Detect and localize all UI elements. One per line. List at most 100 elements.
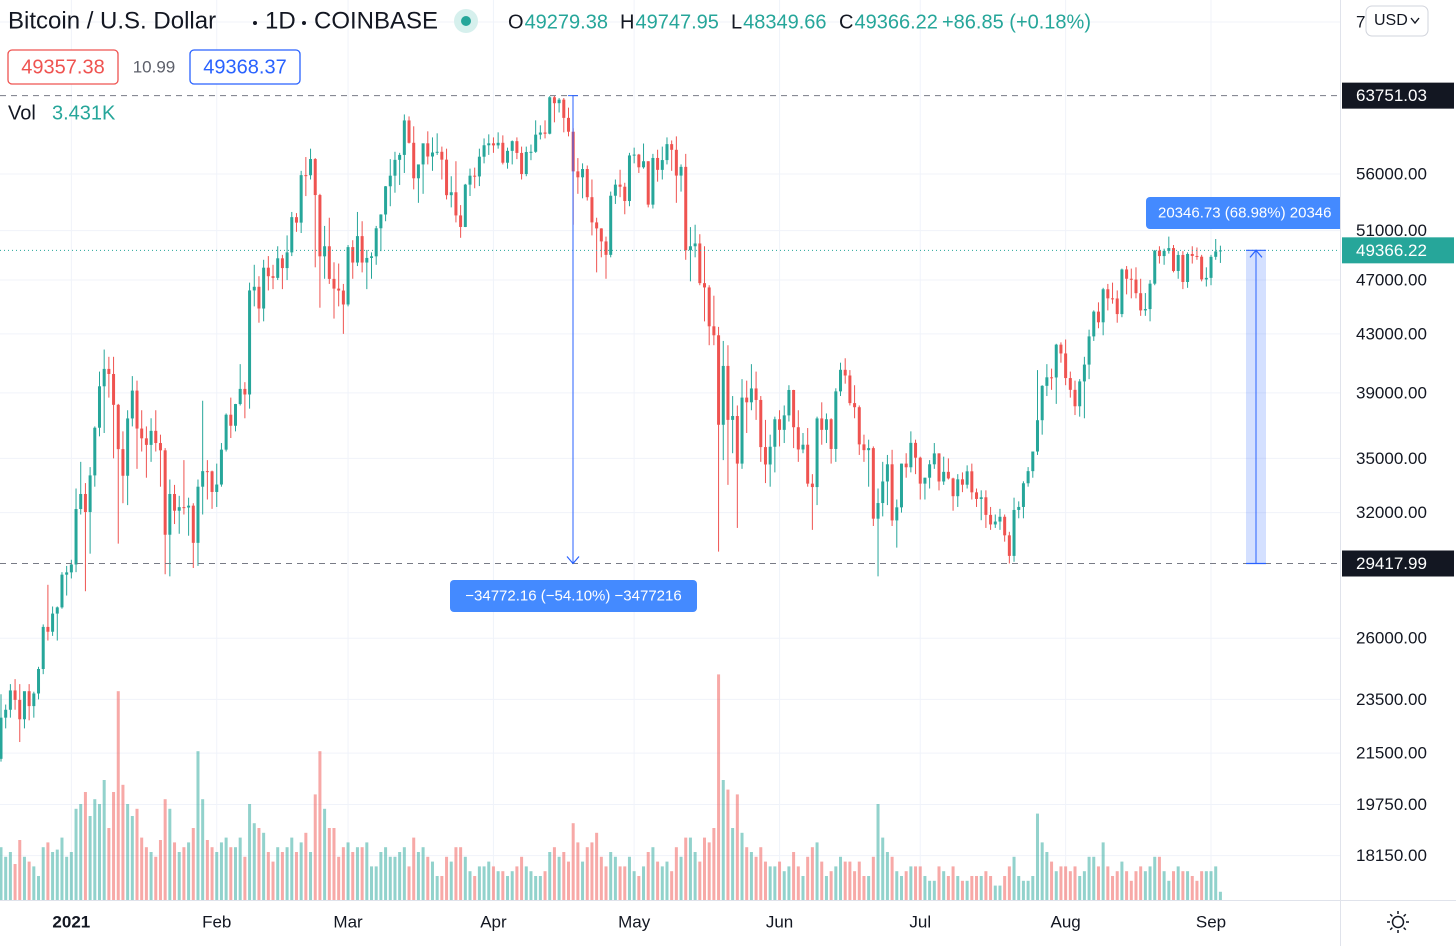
volume-bar bbox=[1003, 876, 1007, 900]
candle-body bbox=[613, 184, 617, 196]
icon-part bbox=[1403, 927, 1407, 931]
candle-body bbox=[1186, 253, 1190, 282]
volume-bar bbox=[234, 847, 237, 900]
candle-body bbox=[416, 164, 420, 179]
candle-body bbox=[834, 391, 838, 449]
volume-bar bbox=[130, 816, 134, 900]
volume-bar bbox=[243, 856, 247, 900]
volume-bar bbox=[792, 852, 796, 900]
volume-bar bbox=[937, 866, 941, 900]
volume-bar bbox=[121, 784, 125, 900]
candle-body bbox=[257, 286, 261, 309]
candle-body bbox=[1129, 278, 1133, 280]
bid: 49357.38 bbox=[21, 56, 104, 78]
candle-body bbox=[506, 150, 510, 163]
candle-body bbox=[262, 267, 266, 309]
volume-bar bbox=[1050, 861, 1054, 900]
measure-label: −34772.16 (−54.10%) −3477216 bbox=[465, 587, 681, 604]
candle-body bbox=[918, 457, 922, 484]
candle-body bbox=[1214, 251, 1218, 257]
candle-body bbox=[32, 693, 36, 707]
volume-bar bbox=[909, 866, 913, 900]
volume-bar bbox=[18, 840, 22, 900]
volume-bar bbox=[276, 847, 280, 900]
candle-body bbox=[238, 388, 242, 405]
candle-body bbox=[1181, 254, 1185, 282]
price-line-label-box bbox=[1342, 550, 1454, 577]
candle-body bbox=[656, 157, 660, 170]
volume-bar bbox=[703, 837, 706, 900]
candle-body bbox=[543, 132, 547, 134]
candle-body bbox=[116, 404, 120, 450]
candle-body bbox=[707, 287, 711, 327]
volume-bar bbox=[107, 828, 111, 900]
candle-body bbox=[83, 493, 87, 513]
volume-bar bbox=[510, 871, 514, 900]
candle-body bbox=[487, 143, 491, 146]
volume-bar bbox=[491, 866, 495, 900]
candle-body bbox=[796, 427, 800, 450]
volume-bar bbox=[698, 861, 702, 900]
volume-bar bbox=[717, 674, 721, 900]
y-tick-label: 21500.00 bbox=[1356, 744, 1427, 763]
y-tick-label: 56000.00 bbox=[1356, 165, 1427, 184]
volume-bar bbox=[1134, 871, 1138, 900]
volume-bar bbox=[4, 856, 8, 900]
measure-label-box bbox=[1146, 197, 1356, 229]
candle-body bbox=[69, 564, 73, 573]
x-tick-label: Apr bbox=[480, 912, 507, 931]
volume-bar bbox=[248, 804, 252, 900]
volume-bar bbox=[857, 861, 861, 900]
candle-body bbox=[1200, 256, 1204, 280]
volume-bar bbox=[1125, 871, 1129, 900]
y-tick-label: 23500.00 bbox=[1356, 690, 1427, 709]
volume-bar bbox=[660, 866, 664, 900]
volume-bar bbox=[341, 847, 345, 900]
candle-body bbox=[759, 399, 763, 448]
candle-body bbox=[1021, 483, 1025, 507]
volume-bar bbox=[1111, 876, 1115, 900]
volume-bar bbox=[707, 842, 711, 900]
volume-bar bbox=[238, 837, 242, 900]
volume-bar bbox=[370, 866, 374, 900]
x-tick-label: Mar bbox=[333, 912, 363, 931]
candle-body bbox=[1068, 378, 1072, 390]
volume-bar bbox=[515, 866, 519, 900]
volume-bar bbox=[642, 866, 646, 900]
volume-bar bbox=[1153, 856, 1157, 900]
volume-bar bbox=[210, 847, 214, 900]
candle-body bbox=[1120, 269, 1124, 315]
volume-bar bbox=[670, 871, 674, 900]
candle-body bbox=[942, 471, 946, 482]
candle-body bbox=[820, 418, 824, 430]
volume-bar bbox=[426, 856, 430, 900]
candle-body bbox=[566, 117, 570, 132]
candle-body bbox=[951, 478, 955, 497]
candle-body bbox=[243, 388, 247, 395]
change: +86.85 (+0.18%) bbox=[942, 11, 1091, 33]
volume-bar bbox=[69, 852, 73, 900]
volume-bar bbox=[928, 880, 932, 900]
volume-bar bbox=[693, 852, 697, 900]
volume-bar bbox=[806, 856, 810, 900]
candle-body bbox=[276, 258, 280, 278]
candle-body bbox=[552, 97, 556, 104]
settings-icon[interactable] bbox=[1387, 911, 1409, 933]
volume-bar bbox=[585, 847, 589, 900]
currency-button[interactable] bbox=[1365, 5, 1429, 37]
volume-bar bbox=[468, 871, 472, 900]
candle-body bbox=[520, 152, 524, 175]
volume-bar bbox=[984, 871, 988, 900]
volume-bar bbox=[355, 847, 359, 900]
candle-body bbox=[853, 403, 857, 408]
candle-body bbox=[177, 507, 181, 511]
volume-bar bbox=[782, 871, 786, 900]
candle-body bbox=[984, 497, 988, 515]
candle-body bbox=[8, 690, 12, 710]
volume-bar bbox=[1101, 842, 1105, 900]
candle-body bbox=[384, 186, 388, 215]
volume-bar bbox=[398, 852, 402, 900]
candle-body bbox=[1176, 254, 1180, 271]
candle-body bbox=[510, 141, 514, 151]
